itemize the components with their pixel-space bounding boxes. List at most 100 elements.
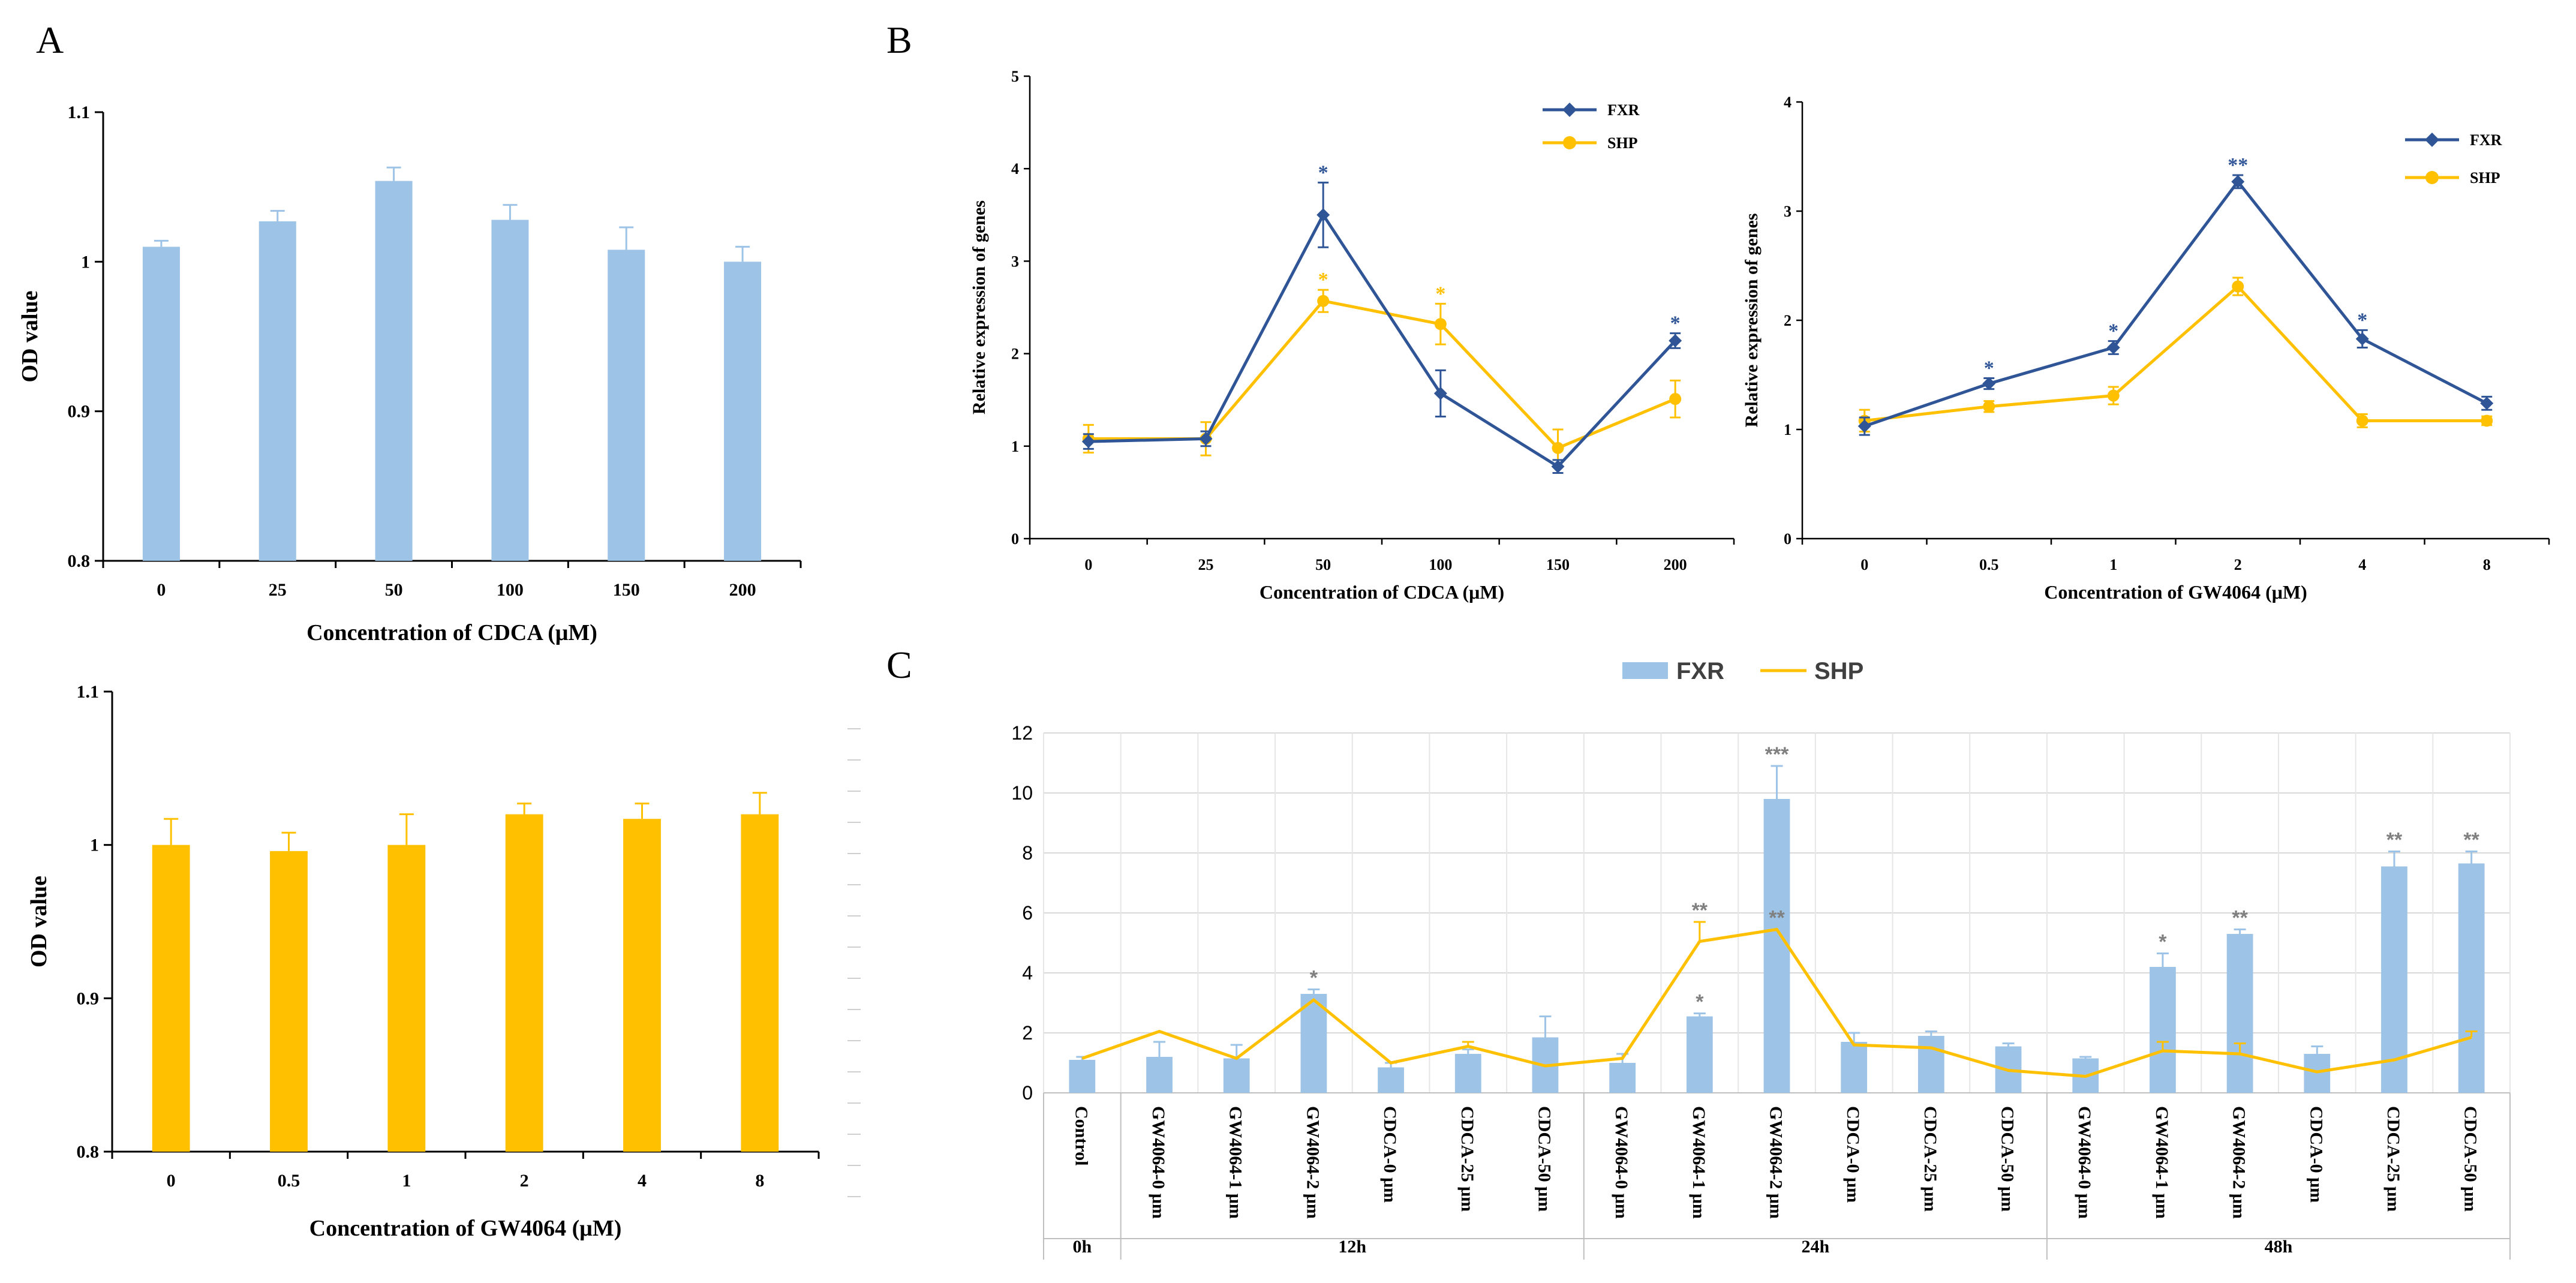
bar-fxr — [2150, 967, 2176, 1093]
series-line-fxr — [1863, 179, 2488, 428]
marker-shp — [1434, 318, 1447, 330]
marker-shp — [2481, 414, 2493, 427]
series-line-fxr — [1088, 212, 1676, 468]
x-tick-label: GW4064-1 μm — [1226, 1106, 1246, 1219]
marker-shp — [1983, 400, 1995, 413]
x-axis-title: Concentration of GW4064 (μM) — [309, 1216, 622, 1241]
group-label: 24h — [1801, 1237, 1829, 1257]
x-tick-label: 150 — [1546, 556, 1570, 573]
panel-letter-c: C — [886, 644, 912, 686]
y-tick-label: 1 — [1011, 438, 1019, 455]
y-tick-label: 4 — [1022, 962, 1033, 984]
marker-fxr — [2106, 341, 2120, 354]
significance-shp: * — [1435, 283, 1445, 305]
x-tick-label: CDCA-50 μm — [1534, 1106, 1554, 1212]
series-line-shp — [1088, 299, 1676, 450]
marker-fxr — [1199, 432, 1213, 446]
bar-0 — [152, 845, 190, 1152]
chart-a2-gw4064-od: 0.8 0.9 1 1.1 0 0.5 1 2 4 8 Concentration of GW406… — [26, 682, 861, 1241]
marker-fxr — [1081, 435, 1095, 449]
significance-shp: * — [1318, 269, 1328, 291]
y-axis-title: Relative expression of genes — [1742, 214, 1762, 428]
y-tick-label: 4 — [1784, 94, 1792, 111]
x-axis-title: Concentration of GW4064 (μM) — [2044, 581, 2307, 603]
y-tick-label: 1 — [1784, 421, 1792, 438]
x-tick-label: 0.5 — [1979, 556, 1999, 573]
x-tick-label: CDCA-0 μm — [2306, 1106, 2326, 1203]
bar-fxr — [2458, 863, 2485, 1093]
significance-fxr: * — [2357, 309, 2367, 331]
significance-fxr: * — [2159, 931, 2167, 954]
x-tick-label: CDCA-25 μm — [1920, 1106, 1940, 1212]
x-tick-label: CDCA-0 μm — [1843, 1106, 1863, 1203]
x-tick-label: 1 — [402, 1171, 411, 1191]
legend-marker-fxr — [1562, 103, 1577, 117]
legend-label-fxr: FXR — [1676, 658, 1724, 684]
significance-shp: ** — [1769, 907, 1785, 930]
bar-fxr — [1841, 1042, 1868, 1093]
y-tick-label: 0.8 — [77, 1142, 100, 1162]
y-tick-label: 3 — [1011, 253, 1019, 270]
significance-fxr: *** — [1765, 743, 1789, 766]
bar-fxr — [1300, 994, 1327, 1093]
x-tick-label: 4 — [2358, 556, 2366, 573]
bar-0 — [142, 247, 180, 561]
marker-fxr — [2355, 332, 2369, 345]
x-tick-label: 50 — [385, 580, 403, 600]
x-tick-label: CDCA-50 μm — [2461, 1106, 2481, 1212]
y-tick-label: 4 — [1011, 160, 1019, 178]
x-tick-label: GW4064-0 μm — [1612, 1106, 1631, 1219]
legend-marker-shp — [2425, 171, 2439, 184]
chart-a1-cdca-od: 0.8 0.9 1 1.1 0 25 50 100 150 200 Concentration of… — [17, 103, 802, 645]
y-tick-label: 2 — [1022, 1022, 1033, 1044]
y-tick-label: 1 — [81, 252, 90, 272]
bar-fxr — [1069, 1060, 1096, 1093]
marker-fxr — [1857, 419, 1871, 433]
series-line-shp — [1864, 284, 2487, 422]
significance-fxr: ** — [2463, 829, 2479, 852]
chart-b2-gw4064-expression: 0 1 2 3 4 0 0.5 1 2 4 8 Concentration of GW4064 (μM… — [1742, 94, 2550, 603]
bar-fxr — [1378, 1067, 1404, 1093]
y-tick-label: 0 — [1011, 530, 1019, 548]
bar-fxr — [1223, 1058, 1250, 1093]
marker-fxr — [1551, 459, 1565, 473]
group-label: 12h — [1338, 1237, 1366, 1257]
bar-50 — [375, 181, 413, 561]
x-tick-label: GW4064-1 μm — [2152, 1106, 2172, 1219]
x-tick-label: GW4064-1 μm — [1689, 1106, 1709, 1219]
bar-fxr — [1763, 799, 1790, 1093]
bar-fxr — [1686, 1016, 1713, 1093]
x-tick-label: CDCA-25 μm — [1457, 1106, 1477, 1212]
panel-letter-a: A — [36, 19, 64, 61]
marker-shp — [1669, 393, 1682, 405]
bar-100 — [491, 220, 529, 561]
y-tick-label: 0 — [1784, 530, 1792, 548]
x-tick-label: 0 — [157, 580, 166, 600]
x-tick-label: 150 — [613, 580, 640, 600]
x-tick-label: GW4064-0 μm — [1149, 1106, 1168, 1219]
x-tick-label: 50 — [1315, 556, 1331, 573]
marker-shp — [2107, 389, 2120, 402]
marker-fxr — [2480, 396, 2494, 410]
bar-1 — [387, 845, 426, 1152]
y-tick-label: 5 — [1011, 68, 1019, 85]
bar-0.5 — [270, 851, 308, 1152]
significance-fxr: * — [1318, 161, 1328, 184]
bar-4 — [623, 819, 661, 1152]
bar-fxr — [1609, 1063, 1636, 1093]
x-tick-label: 0 — [167, 1171, 176, 1191]
significance-fxr: * — [1984, 357, 1994, 379]
marker-shp — [2356, 414, 2368, 427]
marker-fxr — [1982, 377, 1996, 390]
x-tick-label: 1 — [2109, 556, 2117, 573]
bar-fxr — [2381, 866, 2407, 1093]
significance-fxr: ** — [2386, 829, 2403, 852]
x-tick-label: GW4064-2 μm — [2229, 1106, 2249, 1219]
marker-fxr — [1316, 208, 1330, 222]
group-label: 0h — [1072, 1237, 1092, 1257]
significance-fxr: * — [1696, 991, 1704, 1014]
marker-shp — [1552, 441, 1564, 454]
